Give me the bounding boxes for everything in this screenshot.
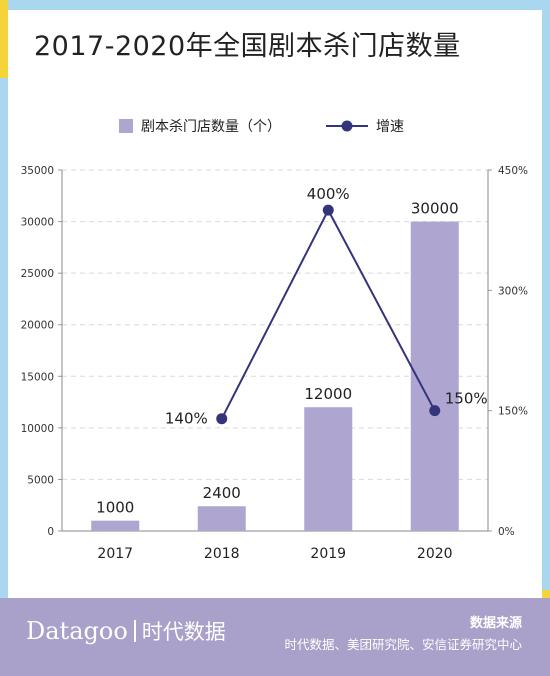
legend-bar-swatch: [119, 119, 133, 133]
bar: [410, 221, 459, 532]
bar: [197, 506, 246, 531]
y-left-tick-label: 20000: [21, 320, 54, 332]
brand-logo: Datagoo 时代数据: [26, 616, 226, 646]
brand-name-cn: 时代数据: [141, 620, 226, 644]
growth-value-label: 140%: [165, 410, 208, 428]
y-right-tick-label: 150%: [498, 406, 528, 418]
bar-value-label: 2400: [203, 484, 241, 502]
y-left-tick-label: 25000: [21, 268, 54, 280]
x-tick-label: 2020: [417, 546, 453, 562]
left-accent-bar: [0, 0, 8, 676]
legend-bar-label: 剧本杀门店数量（个）: [141, 119, 281, 135]
chart-title: 2017-2020年全国剧本杀门店数量: [34, 31, 461, 62]
x-tick-label: 2017: [97, 546, 133, 562]
bar: [91, 520, 140, 531]
chart-svg: 0 5000 10000 15000 20000 25000 30000 35000 0% 150…: [21, 119, 528, 562]
y-left-tick-label: 15000: [21, 371, 54, 383]
bar-value-label: 1000: [96, 499, 134, 517]
growth-point: [322, 204, 334, 216]
growth-value-label: 150%: [445, 390, 488, 408]
x-tick-label: 2018: [204, 546, 240, 562]
growth-point: [216, 413, 228, 425]
bar-value-label: 30000: [411, 200, 459, 218]
right-accent-bar: [542, 0, 550, 676]
brand-divider: [133, 620, 136, 642]
brand-name: Datagoo: [26, 617, 128, 645]
y-right-tick-label: 0%: [498, 526, 515, 538]
y-left-tick-label: 30000: [21, 217, 54, 229]
y-left-tick-label: 35000: [21, 165, 54, 177]
y-left-tick-label: 10000: [21, 423, 54, 435]
x-tick-label: 2019: [310, 546, 346, 562]
source-text: 时代数据、美团研究院、安信证券研究中心: [284, 637, 522, 652]
bar-value-label: 12000: [304, 385, 352, 403]
bar: [304, 407, 353, 531]
growth-point: [429, 405, 441, 417]
y-left-tick-label: 5000: [27, 474, 54, 486]
y-right-tick-label: 450%: [498, 165, 528, 177]
source-title: 数据来源: [469, 616, 522, 631]
footer-bar: [0, 598, 550, 676]
legend-line-label: 增速: [376, 119, 404, 135]
growth-value-label: 400%: [307, 185, 350, 203]
y-left-tick-label: 0: [47, 526, 54, 538]
legend-line-marker: [341, 120, 353, 132]
top-accent-bar: [0, 0, 550, 10]
y-right-tick-label: 300%: [498, 285, 528, 297]
